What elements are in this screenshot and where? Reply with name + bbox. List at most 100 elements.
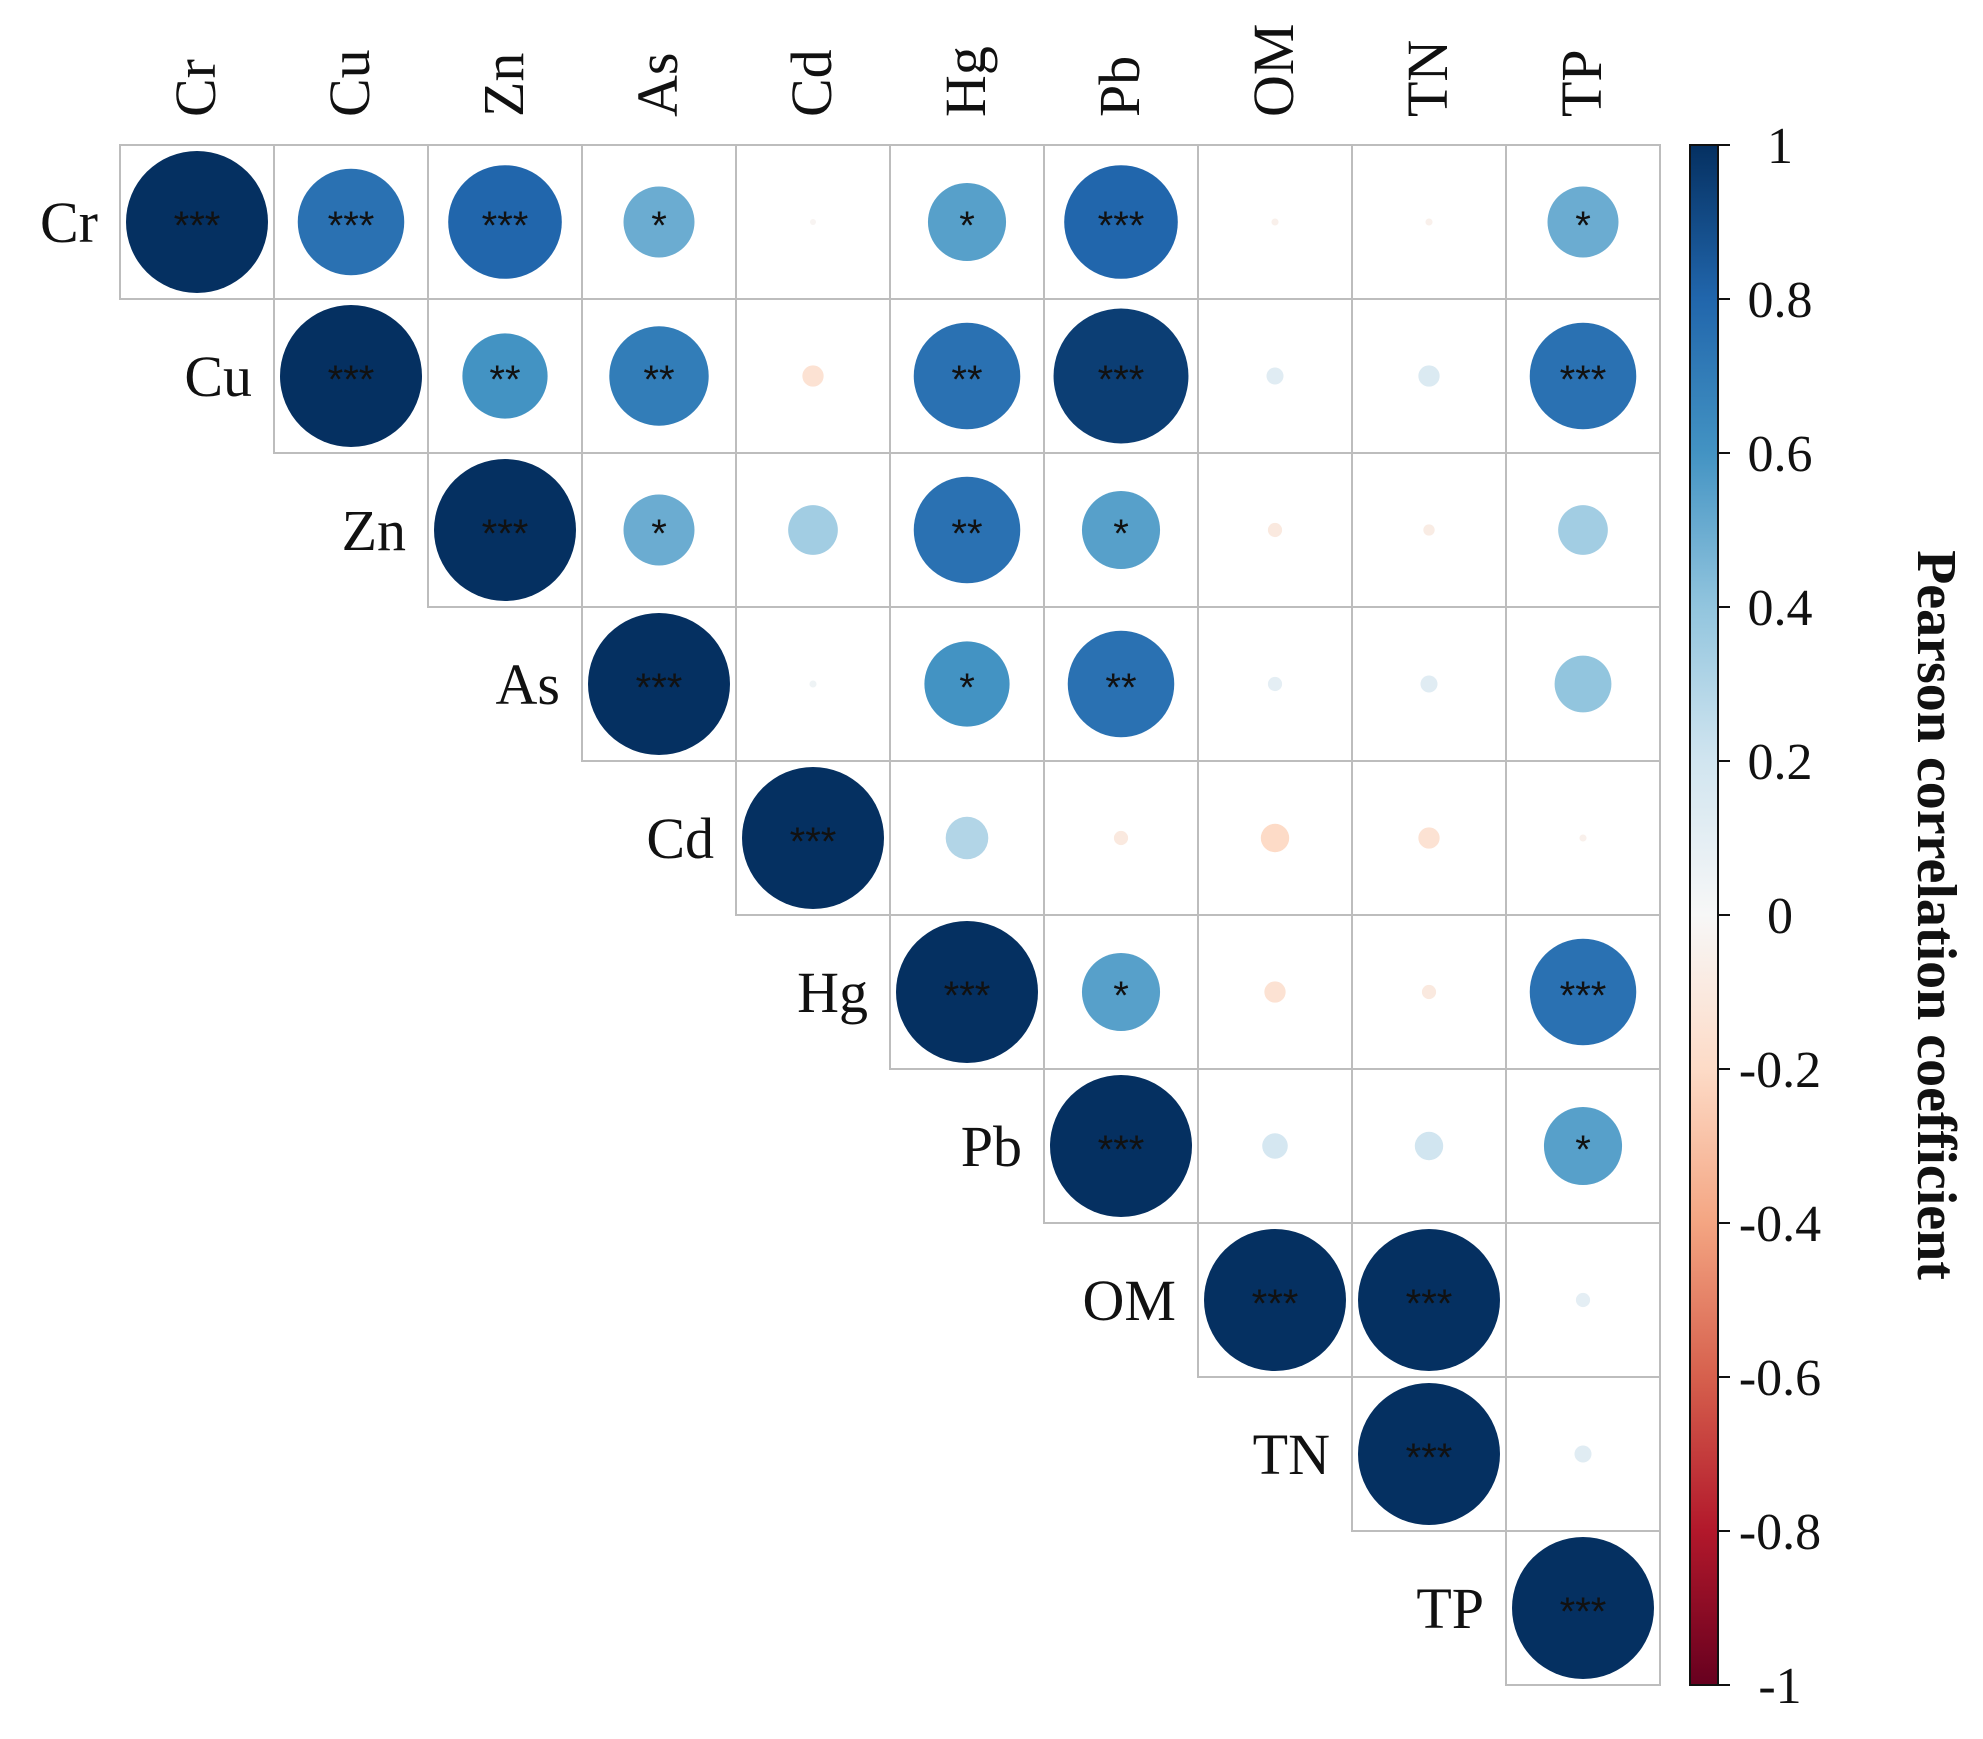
significance-mark: *** (174, 204, 221, 248)
corr-circle-Hg-TP (1529, 938, 1637, 1046)
colorbar-label: Pearson correlation coefficient (1905, 550, 1967, 1280)
corr-circle-Cr-Cr (126, 151, 268, 293)
significance-mark: ** (643, 358, 674, 402)
corr-circle-OM-OM (1204, 1229, 1346, 1371)
grid-cell (1505, 1530, 1661, 1686)
corr-circle-Cu-Pb (1053, 308, 1189, 444)
column-label-Cu: Cu (317, 49, 382, 117)
corr-circle-Pb-TN (1414, 1131, 1444, 1161)
significance-mark: * (1113, 974, 1129, 1018)
significance-mark: *** (1560, 1590, 1607, 1634)
corr-circle-Cr-Cu (297, 168, 405, 276)
corr-circle-Cd-Hg (945, 816, 989, 860)
corr-circle-Cu-TP (1529, 322, 1637, 430)
corr-circle-Zn-TN (1423, 524, 1435, 536)
colorbar-gradient (1689, 144, 1719, 1686)
corr-circle-Cr-Cd (810, 219, 816, 225)
corr-circle-Hg-Hg (896, 921, 1038, 1063)
colorbar-tick-label: 1 (1767, 118, 1793, 175)
corr-circle-Cr-Pb (1064, 165, 1178, 279)
corr-circle-Cu-Hg (913, 322, 1021, 430)
corr-circle-Zn-Cd (788, 505, 838, 555)
corr-circle-Zn-Pb (1081, 490, 1161, 570)
significance-labels: *** *** *** * * *** **** ** ** ** *** ****** * ** ****… (174, 204, 1607, 1634)
column-label-OM: OM (1241, 24, 1306, 117)
corr-circle-Cr-As (623, 186, 695, 258)
colorbar-tick-label: -0.4 (1739, 1196, 1821, 1253)
corr-circle-As-TP (1554, 655, 1612, 713)
corr-circle-Cr-Hg (927, 182, 1007, 262)
corr-circle-Pb-OM (1262, 1133, 1288, 1159)
corr-circle-Cd-TP (1579, 834, 1587, 842)
significance-mark: * (959, 666, 975, 710)
colorbar-tick-label: 0.6 (1748, 426, 1813, 483)
column-label-Hg: Hg (933, 46, 998, 117)
corr-circle-Pb-TP (1543, 1106, 1623, 1186)
row-label-Cr: Cr (40, 190, 98, 255)
significance-mark: *** (328, 204, 375, 248)
corr-circle-Zn-OM (1267, 522, 1283, 538)
significance-mark: *** (790, 820, 837, 864)
corr-circle-Cu-Cu (280, 305, 422, 447)
colorbar-tick-label: -1 (1758, 1658, 1801, 1715)
significance-mark: * (651, 512, 667, 556)
column-label-Pb: Pb (1087, 56, 1152, 117)
significance-mark: *** (328, 358, 375, 402)
row-label-As: As (496, 652, 560, 717)
significance-mark: * (1575, 1128, 1591, 1172)
correlation-circles (126, 151, 1654, 1679)
significance-mark: *** (1098, 1128, 1145, 1172)
significance-mark: *** (482, 204, 529, 248)
colorbar-tick-label: -0.8 (1739, 1504, 1821, 1561)
corr-circle-Cd-Cd (742, 767, 884, 909)
corr-circle-Cd-Pb (1113, 830, 1129, 846)
corr-circle-OM-TN (1358, 1229, 1500, 1371)
significance-mark: * (1113, 512, 1129, 556)
significance-mark: ** (1105, 666, 1136, 710)
corr-circle-TN-TN (1358, 1383, 1500, 1525)
corr-circle-As-OM (1267, 676, 1283, 692)
row-label-TN: TN (1253, 1422, 1330, 1487)
corr-circle-Hg-Pb (1081, 952, 1161, 1032)
significance-mark: * (959, 204, 975, 248)
colorbar-tick-label: 0.4 (1748, 580, 1813, 637)
significance-mark: *** (1098, 358, 1145, 402)
column-label-Cr: Cr (163, 59, 228, 117)
significance-mark: *** (1560, 974, 1607, 1018)
corr-circle-Hg-TN (1421, 984, 1437, 1000)
corr-circle-As-As (588, 613, 730, 755)
corr-circle-Cu-OM (1266, 367, 1284, 385)
column-label-As: As (625, 53, 690, 117)
corr-circle-Cu-As (609, 326, 709, 426)
corr-circle-TN-TP (1574, 1445, 1592, 1463)
corr-circle-Zn-Hg (913, 476, 1021, 584)
row-label-Zn: Zn (342, 498, 406, 563)
column-label-Zn: Zn (471, 53, 536, 117)
significance-mark: ** (951, 512, 982, 556)
corr-circle-Zn-TP (1558, 505, 1608, 555)
corr-circle-As-TN (1420, 675, 1438, 693)
corr-circle-Zn-Zn (434, 459, 576, 601)
corr-circle-As-Pb (1067, 630, 1175, 738)
significance-mark: *** (1406, 1436, 1453, 1480)
colorbar-tick-label: 0 (1767, 888, 1793, 945)
corr-circle-Cd-OM (1260, 823, 1290, 853)
corr-circle-Cu-Cd (802, 365, 824, 387)
row-label-OM: OM (1083, 1268, 1176, 1333)
row-label-Hg: Hg (797, 960, 868, 1025)
significance-mark: * (651, 204, 667, 248)
corr-circle-Pb-Pb (1050, 1075, 1192, 1217)
grid-cells (119, 144, 1661, 1686)
significance-mark: *** (944, 974, 991, 1018)
colorbar-tick-label: -0.2 (1739, 1042, 1821, 1099)
corr-circle-Cr-OM (1271, 218, 1279, 226)
column-label-TN: TN (1395, 40, 1460, 117)
significance-mark: *** (482, 512, 529, 556)
corr-circle-Cr-Zn (448, 165, 562, 279)
corr-circle-Cu-Zn (462, 333, 548, 419)
colorbar: 1 0.8 0.6 0.4 0.2 0 -0.2 -0.4 -0.6 -0.8 -1 Pearson … (1689, 118, 1967, 1715)
significance-mark: * (1575, 204, 1591, 248)
corr-circle-Cr-TP (1547, 186, 1619, 258)
corr-circle-As-Cd (809, 680, 817, 688)
